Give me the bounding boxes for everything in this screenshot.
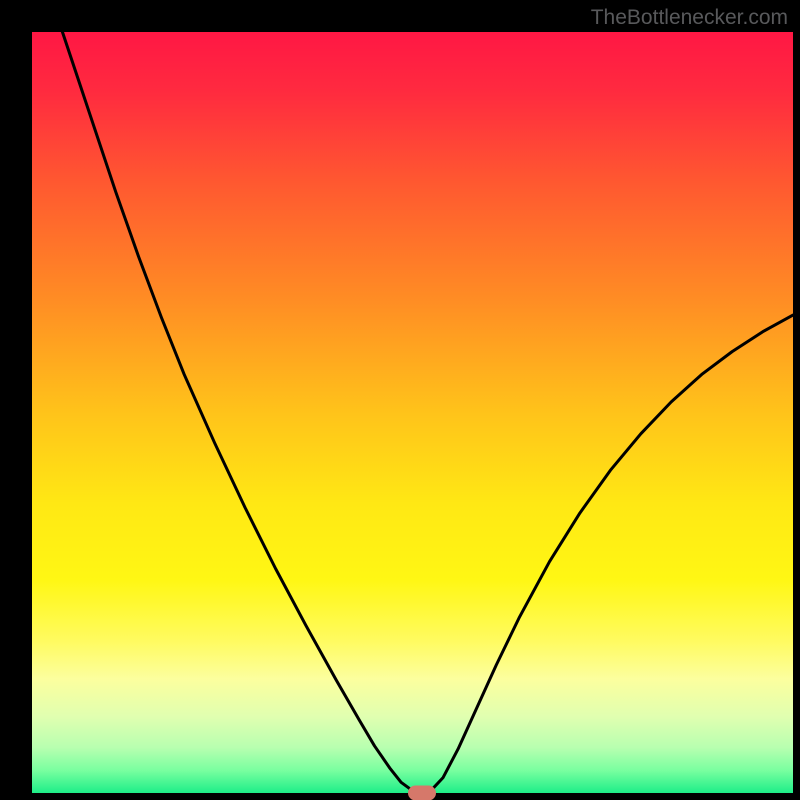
source-watermark: TheBottlenecker.com [591, 6, 788, 30]
bottleneck-curve [62, 32, 793, 793]
curve-layer [0, 0, 800, 800]
chart-container: TheBottlenecker.com [0, 0, 800, 800]
optimal-point-marker [408, 786, 436, 800]
